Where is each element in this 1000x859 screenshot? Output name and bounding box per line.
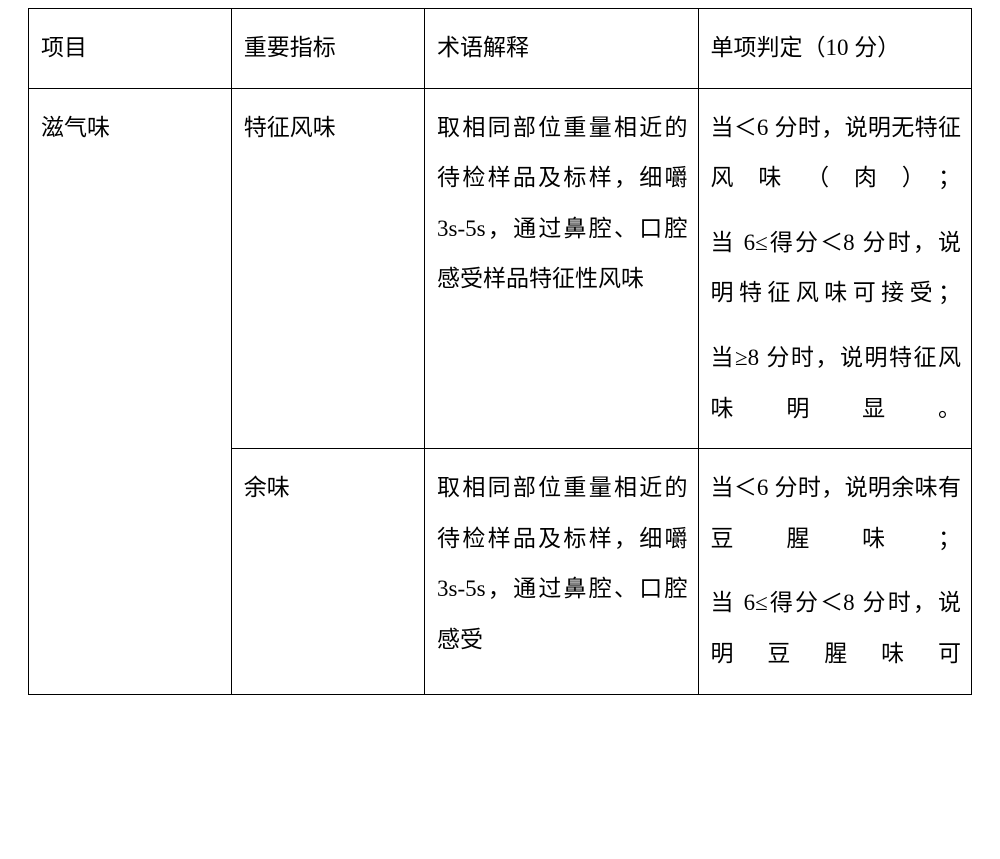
header-judge: 单项判定（10 分） bbox=[698, 9, 971, 89]
cell-judge: 当＜6 分时，说明余味有豆腥味； 当 6≤得分＜8 分时，说明豆腥味可 bbox=[698, 449, 971, 694]
judge-line: 当＜6 分时，说明无特征风味（肉）； bbox=[711, 103, 961, 204]
table-row: 滋气味 特征风味 取相同部位重量相近的待检样品及标样，细嚼 3s-5s，通过鼻腔… bbox=[29, 88, 972, 449]
cell-judge: 当＜6 分时，说明无特征风味（肉）； 当 6≤得分＜8 分时，说明特征风味可接受… bbox=[698, 88, 971, 449]
cell-explain: 取相同部位重量相近的待检样品及标样，细嚼 3s-5s，通过鼻腔、口腔感受样品特征… bbox=[425, 88, 698, 449]
judge-line: 当＜6 分时，说明余味有豆腥味； bbox=[711, 463, 961, 564]
cell-indicator: 余味 bbox=[231, 449, 424, 694]
table-header-row: 项目 重要指标 术语解释 单项判定（10 分） bbox=[29, 9, 972, 89]
header-indicator: 重要指标 bbox=[231, 9, 424, 89]
cell-indicator: 特征风味 bbox=[231, 88, 424, 449]
judge-line: 当 6≤得分＜8 分时，说明特征风味可接受； bbox=[711, 218, 961, 319]
evaluation-table: 项目 重要指标 术语解释 单项判定（10 分） 滋气味 特征风味 取相同部位重量… bbox=[28, 8, 972, 695]
cell-explain: 取相同部位重量相近的待检样品及标样，细嚼 3s-5s，通过鼻腔、口腔感受 bbox=[425, 449, 698, 694]
cell-item: 滋气味 bbox=[29, 88, 232, 694]
judge-line: 当 6≤得分＜8 分时，说明豆腥味可 bbox=[711, 578, 961, 679]
judge-line: 当≥8 分时，说明特征风味明显。 bbox=[711, 333, 961, 434]
header-item: 项目 bbox=[29, 9, 232, 89]
document-page: 项目 重要指标 术语解释 单项判定（10 分） 滋气味 特征风味 取相同部位重量… bbox=[0, 0, 1000, 859]
header-explain: 术语解释 bbox=[425, 9, 698, 89]
